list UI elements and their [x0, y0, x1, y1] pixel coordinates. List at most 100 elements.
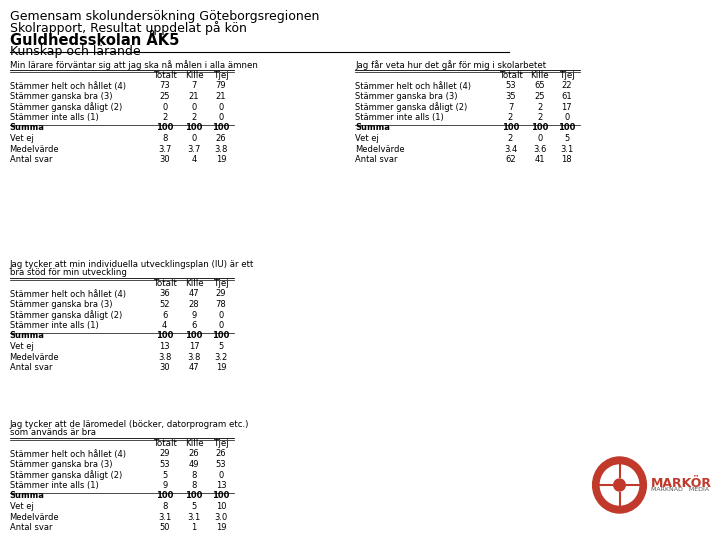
Text: 3.2: 3.2 [215, 353, 228, 361]
Text: Guldhedsskolan ÅK5: Guldhedsskolan ÅK5 [9, 33, 179, 48]
Text: 13: 13 [215, 481, 226, 490]
Text: 100: 100 [185, 124, 203, 132]
Text: 26: 26 [215, 449, 226, 458]
Text: 0: 0 [218, 470, 223, 480]
Text: Stämmer inte alls (1): Stämmer inte alls (1) [9, 481, 99, 490]
Text: 25: 25 [159, 92, 170, 101]
Circle shape [613, 479, 625, 491]
Text: 9: 9 [162, 481, 167, 490]
Text: MARKNAD   MEDIA: MARKNAD MEDIA [651, 487, 709, 492]
Text: 3.1: 3.1 [560, 145, 573, 153]
Text: 13: 13 [159, 342, 170, 351]
Text: Tjej: Tjej [213, 71, 229, 80]
Text: Summa: Summa [9, 491, 45, 501]
Text: Totalt: Totalt [153, 71, 176, 80]
Text: 0: 0 [218, 310, 223, 320]
Text: Stämmer ganska dåligt (2): Stämmer ganska dåligt (2) [9, 310, 122, 320]
Text: 29: 29 [159, 449, 170, 458]
Text: 52: 52 [159, 300, 170, 309]
Text: Medelvärde: Medelvärde [356, 145, 405, 153]
Text: 0: 0 [218, 113, 223, 122]
Text: 61: 61 [562, 92, 572, 101]
Text: Jag tycker att de läromedel (böcker, datorprogram etc.): Jag tycker att de läromedel (böcker, dat… [9, 420, 249, 429]
Text: Antal svar: Antal svar [9, 363, 52, 372]
Text: Summa: Summa [356, 124, 390, 132]
Text: 19: 19 [216, 523, 226, 532]
Text: 0: 0 [192, 134, 197, 143]
Text: 53: 53 [505, 82, 516, 91]
Text: Summa: Summa [9, 124, 45, 132]
Text: Stämmer ganska dåligt (2): Stämmer ganska dåligt (2) [9, 103, 122, 112]
Text: Antal svar: Antal svar [9, 523, 52, 532]
Text: Stämmer ganska bra (3): Stämmer ganska bra (3) [356, 92, 458, 101]
Text: Tjej: Tjej [559, 71, 575, 80]
Text: Kille: Kille [185, 71, 203, 80]
Text: 18: 18 [562, 155, 572, 164]
Text: 26: 26 [215, 134, 226, 143]
Text: 3.7: 3.7 [187, 145, 201, 153]
Text: 21: 21 [216, 92, 226, 101]
Text: 100: 100 [156, 124, 174, 132]
Text: 100: 100 [212, 124, 230, 132]
Text: Antal svar: Antal svar [356, 155, 398, 164]
Text: Skolrapport, Resultat uppdelat på kön: Skolrapport, Resultat uppdelat på kön [9, 21, 246, 35]
Text: Stämmer ganska bra (3): Stämmer ganska bra (3) [9, 460, 112, 469]
Text: Kunskap och lärande: Kunskap och lärande [9, 45, 140, 58]
Text: 100: 100 [212, 491, 230, 501]
Text: 7: 7 [192, 82, 197, 91]
Text: Vet ej: Vet ej [9, 134, 33, 143]
Text: 36: 36 [159, 289, 170, 299]
Text: 4: 4 [162, 321, 167, 330]
Text: 4: 4 [192, 155, 197, 164]
Text: Vet ej: Vet ej [9, 502, 33, 511]
Text: 78: 78 [215, 300, 226, 309]
Text: 5: 5 [192, 502, 197, 511]
Text: 7: 7 [508, 103, 513, 111]
Text: Gemensam skolundersökning Göteborgsregionen: Gemensam skolundersökning Göteborgsregio… [9, 10, 319, 23]
Text: 100: 100 [531, 124, 549, 132]
Text: 100: 100 [156, 332, 174, 341]
Text: Stämmer ganska bra (3): Stämmer ganska bra (3) [9, 92, 112, 101]
Text: 28: 28 [189, 300, 199, 309]
Text: 0: 0 [162, 103, 167, 111]
Text: 0: 0 [218, 103, 223, 111]
Text: 30: 30 [159, 155, 170, 164]
Text: 3.7: 3.7 [158, 145, 171, 153]
Text: 50: 50 [159, 523, 170, 532]
Text: 100: 100 [185, 491, 203, 501]
Text: 47: 47 [189, 363, 199, 372]
Text: 9: 9 [192, 310, 197, 320]
Text: 100: 100 [502, 124, 519, 132]
Text: Medelvärde: Medelvärde [9, 353, 59, 361]
Text: Medelvärde: Medelvärde [9, 145, 59, 153]
Text: 8: 8 [162, 502, 168, 511]
Text: 1: 1 [192, 523, 197, 532]
Text: Stämmer inte alls (1): Stämmer inte alls (1) [356, 113, 444, 122]
Text: Tjej: Tjej [213, 439, 229, 448]
Text: 22: 22 [562, 82, 572, 91]
Text: Vet ej: Vet ej [356, 134, 379, 143]
Text: Stämmer helt och hållet (4): Stämmer helt och hållet (4) [9, 449, 125, 458]
Text: 8: 8 [192, 470, 197, 480]
Text: 19: 19 [216, 155, 226, 164]
Text: Antal svar: Antal svar [9, 155, 52, 164]
Text: som används är bra: som används är bra [9, 428, 96, 437]
Text: 3.4: 3.4 [504, 145, 517, 153]
Text: Summa: Summa [9, 332, 45, 341]
Text: 10: 10 [216, 502, 226, 511]
Text: Stämmer helt och hållet (4): Stämmer helt och hållet (4) [9, 289, 125, 299]
Text: 0: 0 [537, 134, 542, 143]
Text: 3.1: 3.1 [158, 512, 171, 522]
Text: 100: 100 [558, 124, 575, 132]
Text: 0: 0 [192, 103, 197, 111]
Text: Jag tycker att min individuella utvecklingsplan (IU) är ett: Jag tycker att min individuella utveckli… [9, 260, 254, 269]
Text: 26: 26 [189, 449, 199, 458]
Text: Stämmer ganska dåligt (2): Stämmer ganska dåligt (2) [9, 470, 122, 481]
Text: 79: 79 [215, 82, 226, 91]
Text: 17: 17 [189, 342, 199, 351]
Text: 2: 2 [537, 113, 542, 122]
Text: Stämmer inte alls (1): Stämmer inte alls (1) [9, 113, 99, 122]
Text: 3.1: 3.1 [187, 512, 201, 522]
Text: 53: 53 [215, 460, 226, 469]
Text: 41: 41 [534, 155, 545, 164]
